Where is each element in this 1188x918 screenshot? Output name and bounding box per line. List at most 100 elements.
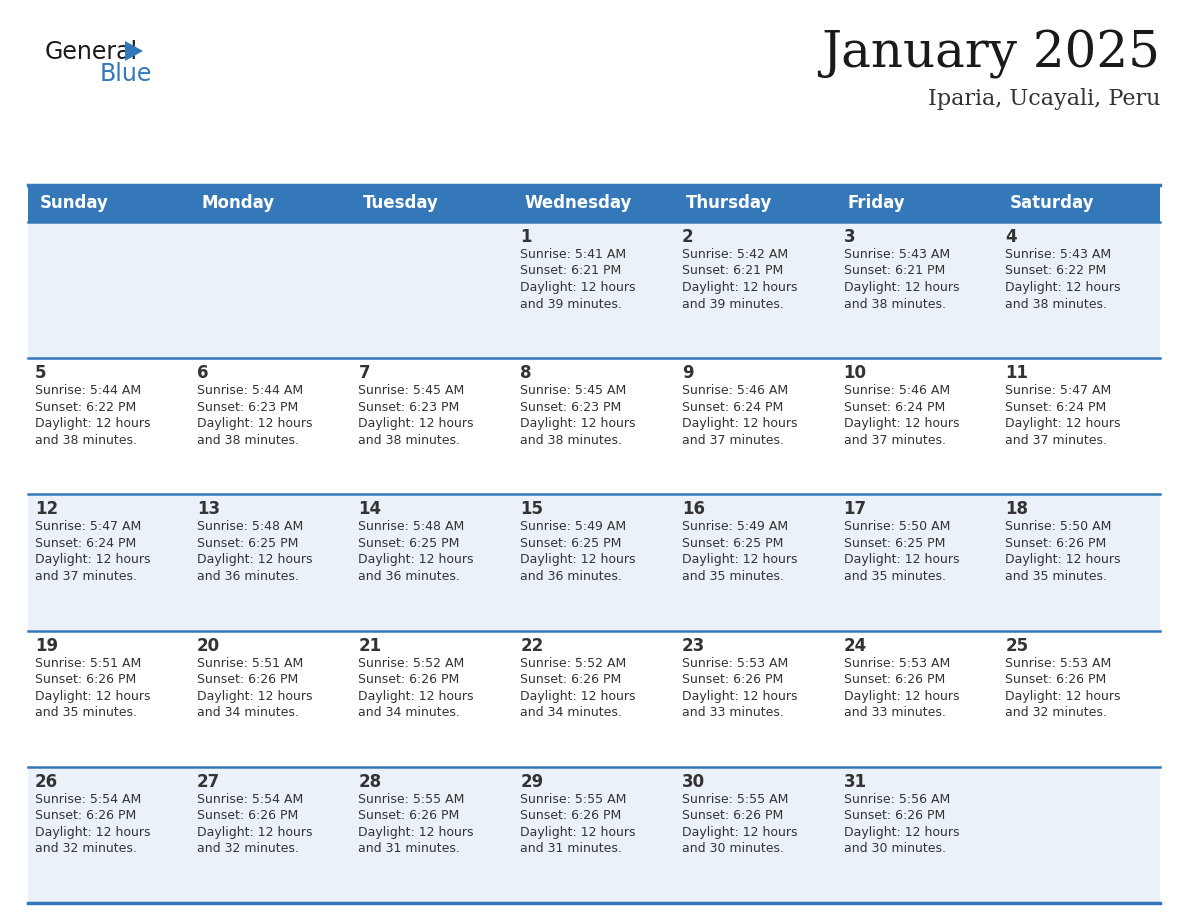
Text: Sunset: 6:26 PM: Sunset: 6:26 PM (197, 810, 298, 823)
Text: and 32 minutes.: and 32 minutes. (34, 843, 137, 856)
Text: Sunset: 6:26 PM: Sunset: 6:26 PM (520, 810, 621, 823)
Text: Sunrise: 5:56 AM: Sunrise: 5:56 AM (843, 793, 950, 806)
Text: and 39 minutes.: and 39 minutes. (520, 297, 623, 310)
Text: Sunrise: 5:44 AM: Sunrise: 5:44 AM (197, 385, 303, 397)
Text: Sunset: 6:26 PM: Sunset: 6:26 PM (1005, 673, 1106, 686)
Text: Sunrise: 5:47 AM: Sunrise: 5:47 AM (1005, 385, 1112, 397)
Text: and 36 minutes.: and 36 minutes. (359, 570, 460, 583)
Text: Sunset: 6:24 PM: Sunset: 6:24 PM (682, 400, 783, 414)
Text: 28: 28 (359, 773, 381, 790)
Bar (29, 185, 1159, 222)
Text: Daylight: 12 hours: Daylight: 12 hours (520, 417, 636, 431)
Text: 27: 27 (197, 773, 220, 790)
Text: Sunset: 6:26 PM: Sunset: 6:26 PM (359, 673, 460, 686)
Text: 24: 24 (843, 636, 867, 655)
Text: Daylight: 12 hours: Daylight: 12 hours (843, 689, 959, 702)
Text: Sunset: 6:21 PM: Sunset: 6:21 PM (520, 264, 621, 277)
Text: Sunrise: 5:55 AM: Sunrise: 5:55 AM (682, 793, 788, 806)
Text: Sunrise: 5:45 AM: Sunrise: 5:45 AM (359, 385, 465, 397)
Text: Daylight: 12 hours: Daylight: 12 hours (34, 417, 151, 431)
Text: Sunrise: 5:55 AM: Sunrise: 5:55 AM (359, 793, 465, 806)
Text: and 33 minutes.: and 33 minutes. (682, 706, 784, 719)
Text: and 38 minutes.: and 38 minutes. (197, 433, 298, 447)
Text: Daylight: 12 hours: Daylight: 12 hours (682, 689, 797, 702)
Text: and 37 minutes.: and 37 minutes. (843, 433, 946, 447)
Text: Sunset: 6:23 PM: Sunset: 6:23 PM (197, 400, 298, 414)
Text: Iparia, Ucayali, Peru: Iparia, Ucayali, Peru (928, 88, 1159, 110)
Text: and 30 minutes.: and 30 minutes. (843, 843, 946, 856)
Bar (29, 222, 1159, 358)
Text: 11: 11 (1005, 364, 1029, 382)
Text: Sunset: 6:22 PM: Sunset: 6:22 PM (34, 400, 137, 414)
Text: Sunrise: 5:49 AM: Sunrise: 5:49 AM (682, 521, 788, 533)
Text: Sunrise: 5:46 AM: Sunrise: 5:46 AM (682, 385, 788, 397)
Text: Daylight: 12 hours: Daylight: 12 hours (843, 554, 959, 566)
Bar (29, 767, 1159, 903)
Text: Sunrise: 5:52 AM: Sunrise: 5:52 AM (520, 656, 626, 669)
Text: Daylight: 12 hours: Daylight: 12 hours (34, 826, 151, 839)
Text: and 37 minutes.: and 37 minutes. (1005, 433, 1107, 447)
Text: 15: 15 (520, 500, 543, 519)
Text: Daylight: 12 hours: Daylight: 12 hours (520, 281, 636, 294)
Text: Tuesday: Tuesday (362, 195, 438, 212)
Text: Sunset: 6:26 PM: Sunset: 6:26 PM (843, 673, 944, 686)
Text: and 34 minutes.: and 34 minutes. (197, 706, 298, 719)
Text: Sunset: 6:25 PM: Sunset: 6:25 PM (843, 537, 944, 550)
Text: Daylight: 12 hours: Daylight: 12 hours (843, 281, 959, 294)
Text: Sunrise: 5:42 AM: Sunrise: 5:42 AM (682, 248, 788, 261)
Text: 2: 2 (682, 228, 694, 246)
Text: 19: 19 (34, 636, 58, 655)
Text: 12: 12 (34, 500, 58, 519)
Text: Daylight: 12 hours: Daylight: 12 hours (359, 689, 474, 702)
Text: 3: 3 (843, 228, 855, 246)
Text: Sunset: 6:21 PM: Sunset: 6:21 PM (682, 264, 783, 277)
Text: Sunset: 6:25 PM: Sunset: 6:25 PM (682, 537, 783, 550)
Text: Daylight: 12 hours: Daylight: 12 hours (520, 826, 636, 839)
Text: Daylight: 12 hours: Daylight: 12 hours (520, 554, 636, 566)
Text: Daylight: 12 hours: Daylight: 12 hours (682, 281, 797, 294)
Text: and 36 minutes.: and 36 minutes. (520, 570, 623, 583)
Bar (29, 631, 1159, 767)
Text: and 37 minutes.: and 37 minutes. (682, 433, 784, 447)
Text: Daylight: 12 hours: Daylight: 12 hours (682, 417, 797, 431)
Text: 5: 5 (34, 364, 46, 382)
Text: Sunset: 6:26 PM: Sunset: 6:26 PM (682, 810, 783, 823)
Text: Sunset: 6:26 PM: Sunset: 6:26 PM (197, 673, 298, 686)
Text: 8: 8 (520, 364, 532, 382)
Text: and 34 minutes.: and 34 minutes. (359, 706, 460, 719)
Text: Sunrise: 5:54 AM: Sunrise: 5:54 AM (197, 793, 303, 806)
Text: 26: 26 (34, 773, 58, 790)
Text: and 35 minutes.: and 35 minutes. (1005, 570, 1107, 583)
Text: Sunrise: 5:54 AM: Sunrise: 5:54 AM (34, 793, 141, 806)
Text: Daylight: 12 hours: Daylight: 12 hours (520, 689, 636, 702)
Text: Sunrise: 5:49 AM: Sunrise: 5:49 AM (520, 521, 626, 533)
Bar (29, 495, 1159, 631)
Text: 9: 9 (682, 364, 694, 382)
Text: and 37 minutes.: and 37 minutes. (34, 570, 137, 583)
Text: Daylight: 12 hours: Daylight: 12 hours (682, 826, 797, 839)
Text: 23: 23 (682, 636, 706, 655)
Text: Sunrise: 5:43 AM: Sunrise: 5:43 AM (843, 248, 949, 261)
Text: 13: 13 (197, 500, 220, 519)
Text: 18: 18 (1005, 500, 1029, 519)
Text: Daylight: 12 hours: Daylight: 12 hours (843, 826, 959, 839)
Text: Daylight: 12 hours: Daylight: 12 hours (34, 689, 151, 702)
Text: 4: 4 (1005, 228, 1017, 246)
Bar (29, 358, 1159, 495)
Text: 7: 7 (359, 364, 369, 382)
Text: Sunrise: 5:41 AM: Sunrise: 5:41 AM (520, 248, 626, 261)
Text: Sunset: 6:24 PM: Sunset: 6:24 PM (843, 400, 944, 414)
Text: 21: 21 (359, 636, 381, 655)
Text: Daylight: 12 hours: Daylight: 12 hours (1005, 281, 1120, 294)
Text: Daylight: 12 hours: Daylight: 12 hours (1005, 689, 1120, 702)
Text: Sunrise: 5:51 AM: Sunrise: 5:51 AM (197, 656, 303, 669)
Text: Daylight: 12 hours: Daylight: 12 hours (197, 417, 312, 431)
Text: Daylight: 12 hours: Daylight: 12 hours (1005, 417, 1120, 431)
Text: Sunset: 6:21 PM: Sunset: 6:21 PM (843, 264, 944, 277)
Text: and 32 minutes.: and 32 minutes. (197, 843, 298, 856)
Text: Sunrise: 5:48 AM: Sunrise: 5:48 AM (197, 521, 303, 533)
Text: 30: 30 (682, 773, 704, 790)
Text: Sunset: 6:24 PM: Sunset: 6:24 PM (1005, 400, 1106, 414)
Text: Sunrise: 5:43 AM: Sunrise: 5:43 AM (1005, 248, 1112, 261)
Text: Sunset: 6:26 PM: Sunset: 6:26 PM (359, 810, 460, 823)
